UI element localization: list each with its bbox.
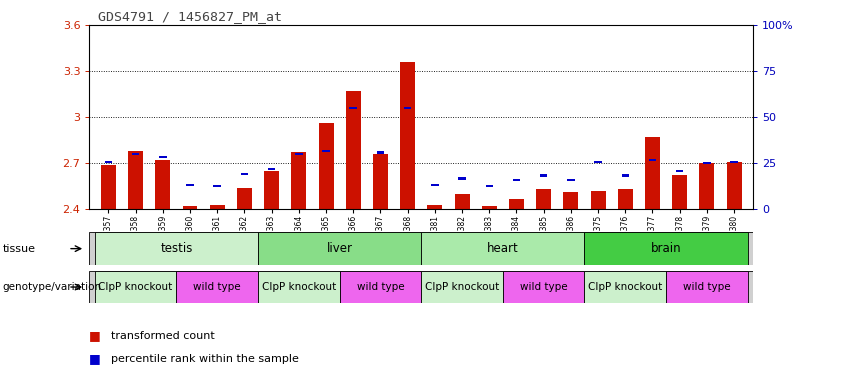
Text: tissue: tissue [3, 243, 36, 254]
Bar [209, 205, 225, 209]
Text: transformed count: transformed count [111, 331, 214, 341]
Bar [264, 171, 279, 209]
Bar [318, 123, 334, 209]
Bar [585, 271, 666, 303]
Bar [377, 151, 384, 154]
Text: genotype/variation: genotype/variation [3, 282, 101, 292]
Bar [105, 161, 112, 163]
Bar [703, 162, 711, 164]
Bar [404, 107, 411, 109]
Bar [585, 232, 748, 265]
Bar [672, 175, 687, 209]
Bar [421, 232, 585, 265]
Bar [129, 151, 143, 209]
Bar [291, 152, 306, 209]
Bar [258, 232, 421, 265]
Bar [567, 179, 574, 181]
Bar [156, 160, 170, 209]
Bar [101, 165, 116, 209]
Bar [594, 161, 602, 163]
Text: ClpP knockout: ClpP knockout [588, 282, 662, 292]
Text: ■: ■ [89, 353, 101, 366]
Bar [373, 154, 388, 209]
Bar [727, 162, 741, 209]
Bar [241, 173, 248, 175]
Text: ClpP knockout: ClpP knockout [262, 282, 336, 292]
Bar [563, 192, 579, 209]
Bar [512, 179, 520, 181]
Text: wild type: wild type [193, 282, 241, 292]
Bar [503, 271, 585, 303]
Bar [700, 163, 714, 209]
Bar [214, 185, 221, 187]
Bar [340, 271, 421, 303]
Text: testis: testis [160, 242, 192, 255]
Bar [346, 91, 361, 209]
Bar [666, 271, 748, 303]
Bar [400, 62, 415, 209]
Text: ClpP knockout: ClpP knockout [425, 282, 500, 292]
Text: heart: heart [487, 242, 519, 255]
Bar [132, 153, 140, 155]
Bar [676, 170, 683, 172]
Text: wild type: wild type [357, 282, 404, 292]
Bar [258, 271, 340, 303]
Bar [648, 159, 656, 161]
Bar [486, 185, 493, 187]
Bar [159, 156, 167, 158]
Bar [421, 271, 503, 303]
Bar [645, 137, 660, 209]
Bar [482, 206, 497, 209]
Bar [182, 206, 197, 209]
Bar [295, 153, 303, 155]
Bar [323, 150, 330, 152]
Bar [536, 189, 551, 209]
Text: brain: brain [651, 242, 682, 255]
Text: GDS4791 / 1456827_PM_at: GDS4791 / 1456827_PM_at [98, 10, 282, 23]
Bar [618, 189, 633, 209]
Bar [94, 232, 258, 265]
Text: wild type: wild type [520, 282, 568, 292]
Bar [94, 271, 176, 303]
Text: ClpP knockout: ClpP knockout [99, 282, 173, 292]
Bar [591, 191, 606, 209]
Bar [621, 174, 629, 177]
Bar [730, 161, 738, 163]
Bar [268, 168, 276, 170]
Bar [540, 174, 547, 177]
Bar [176, 271, 258, 303]
Bar [350, 107, 357, 109]
Bar [509, 199, 524, 209]
Bar [431, 184, 438, 186]
Bar [427, 205, 443, 209]
Text: liver: liver [327, 242, 352, 255]
Bar [186, 184, 194, 186]
Text: ■: ■ [89, 329, 101, 343]
Bar [454, 194, 470, 209]
Bar [459, 177, 465, 180]
Text: wild type: wild type [683, 282, 731, 292]
Text: percentile rank within the sample: percentile rank within the sample [111, 354, 299, 364]
Bar [237, 188, 252, 209]
